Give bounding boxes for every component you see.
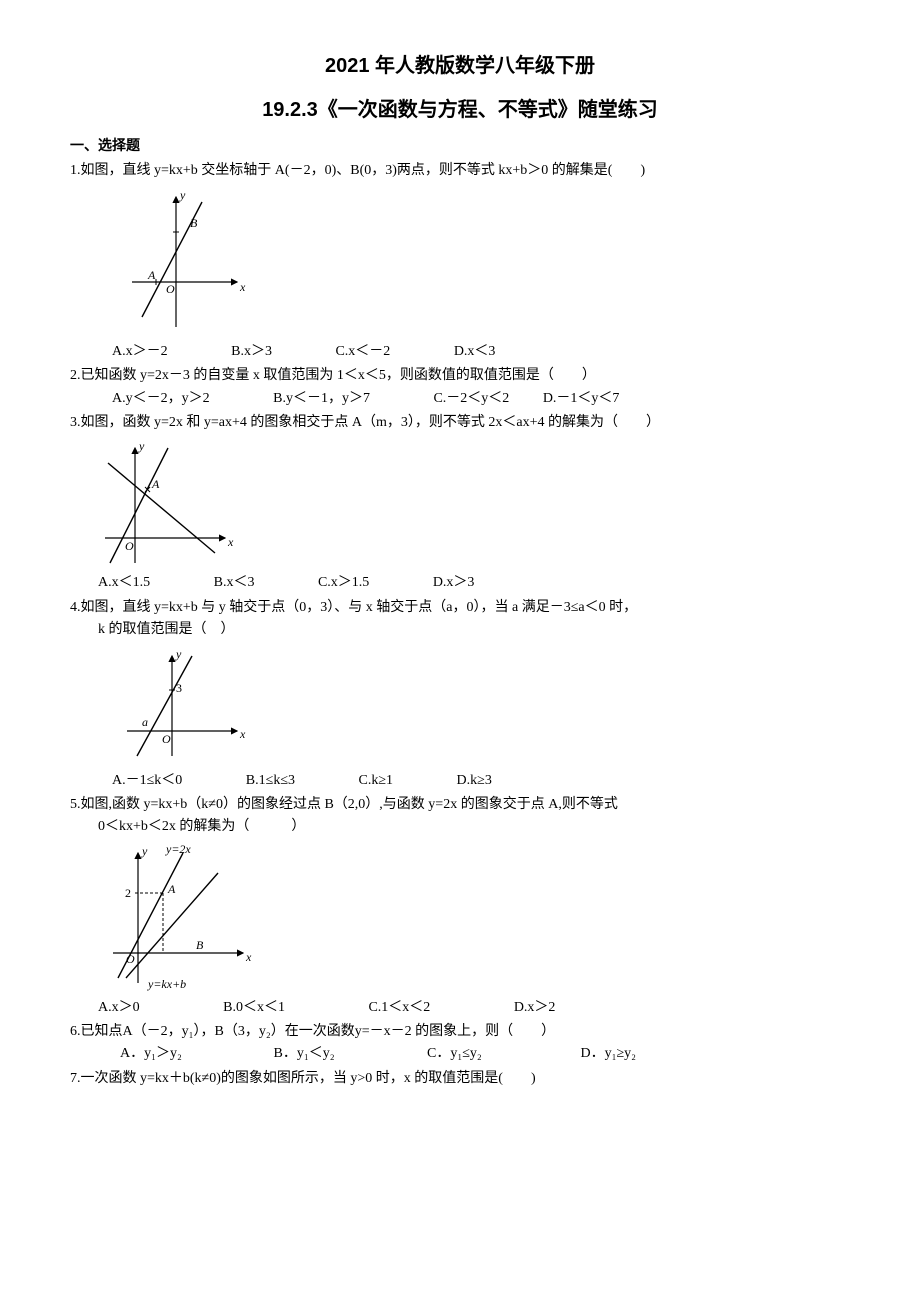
q2-option-a: A.y＜－2，y＞2 [112, 388, 210, 410]
question-5: 5.如图,函数 y=kx+b（k≠0）的图象经过点 B（2,0）,与函数 y=2… [70, 794, 850, 1019]
q5-option-a: A.x＞0 [98, 997, 140, 1019]
point-a-label: A [167, 882, 176, 896]
q6-option-d: D．y₁≥y₂ [581, 1043, 637, 1065]
origin-label: O [125, 539, 134, 553]
q1-option-d: D.x＜3 [454, 341, 496, 363]
x-axis-label: x [239, 727, 246, 741]
q3-figure: y x O A [90, 438, 850, 568]
q6-option-c: C．y₁≤y₂ [427, 1043, 577, 1065]
x-axis-label: x [239, 280, 246, 294]
page-title: 2021 年人教版数学八年级下册 [70, 50, 850, 82]
q3-text: 3.如图，函数 y=2x 和 y=ax+4 的图象相交于点 A（m，3），则不等… [70, 412, 850, 434]
q7-text: 7.一次函数 y=kx＋b(k≠0)的图象如图所示，当 y>0 时，x 的取值范… [70, 1068, 850, 1090]
x-axis-label: x [245, 950, 252, 964]
y-axis-label: y [179, 188, 186, 202]
origin-label: O [166, 282, 175, 296]
q3-option-c: C.x＞1.5 [318, 572, 369, 594]
x-axis-label: x [227, 535, 234, 549]
y-value-label: 2 [125, 886, 131, 900]
origin-label: O [162, 732, 171, 746]
q5-figure: y x O 2 A B y=2x y=kx+b [98, 843, 850, 993]
point-b-label: B [190, 216, 198, 230]
question-7: 7.一次函数 y=kx＋b(k≠0)的图象如图所示，当 y>0 时，x 的取值范… [70, 1068, 850, 1090]
question-6: 6.已知点A（－2，y₁），B（3，y₂）在一次函数y=－x－2 的图象上，则（… [70, 1021, 850, 1066]
q4-option-d: D.k≥3 [457, 770, 492, 792]
q3-option-d: D.x＞3 [433, 572, 475, 594]
y-axis-label: y [175, 647, 182, 661]
y-intercept-label: 3 [176, 681, 182, 695]
q3-option-b: B.x＜3 [214, 572, 255, 594]
q1-option-a: A.x＞－2 [112, 341, 168, 363]
page-subtitle: 19.2.3《一次函数与方程、不等式》随堂练习 [70, 94, 850, 126]
y-axis-label: y [141, 844, 148, 858]
question-2: 2.已知函数 y=2x－3 的自变量 x 取值范围为 1＜x＜5，则函数值的取值… [70, 365, 850, 410]
q6-option-a: A．y₁＞y₂ [120, 1043, 270, 1065]
q3-option-a: A.x＜1.5 [98, 572, 150, 594]
point-a-label: A [151, 477, 160, 491]
q5-option-b: B.0＜x＜1 [223, 997, 285, 1019]
q6-text: 6.已知点A（－2，y₁），B（3，y₂）在一次函数y=－x－2 的图象上，则（… [70, 1021, 850, 1043]
q6-option-b: B．y₁＜y₂ [274, 1043, 424, 1065]
q5-option-d: D.x＞2 [514, 997, 556, 1019]
q2-option-b: B.y＜－1，y＞7 [273, 388, 370, 410]
x-intercept-label: a [142, 715, 148, 729]
q5-text: 5.如图,函数 y=kx+b（k≠0）的图象经过点 B（2,0）,与函数 y=2… [70, 794, 850, 816]
q2-option-d: D.－1＜y＜7 [543, 388, 620, 410]
q4-option-c: C.k≥1 [359, 770, 394, 792]
point-b-label: B [196, 938, 204, 952]
q2-text: 2.已知函数 y=2x－3 的自变量 x 取值范围为 1＜x＜5，则函数值的取值… [70, 365, 850, 387]
q1-text: 1.如图，直线 y=kx+b 交坐标轴于 A(－2，0)、B(0，3)两点，则不… [70, 160, 850, 182]
q4-text: 4.如图，直线 y=kx+b 与 y 轴交于点（0，3）、与 x 轴交于点（a，… [70, 597, 850, 619]
y-axis-label: y [138, 439, 145, 453]
q1-option-b: B.x＞3 [231, 341, 272, 363]
point-a-label: A [147, 268, 156, 282]
question-3: 3.如图，函数 y=2x 和 y=ax+4 的图象相交于点 A（m，3），则不等… [70, 412, 850, 595]
q4-text2: k 的取值范围是（ ） [70, 619, 850, 641]
question-1: 1.如图，直线 y=kx+b 交坐标轴于 A(－2，0)、B(0，3)两点，则不… [70, 160, 850, 363]
question-4: 4.如图，直线 y=kx+b 与 y 轴交于点（0，3）、与 x 轴交于点（a，… [70, 597, 850, 792]
line2-label: y=kx+b [147, 977, 186, 991]
q5-text2: 0＜kx+b＜2x 的解集为（ ） [70, 816, 850, 838]
section-heading: 一、选择题 [70, 136, 850, 158]
q2-option-c: C.－2＜y＜2 [433, 388, 509, 410]
q4-option-b: B.1≤k≤3 [246, 770, 295, 792]
q1-figure: y x A O B [112, 187, 850, 337]
q1-option-c: C.x＜－2 [335, 341, 390, 363]
line1-label: y=2x [165, 843, 191, 856]
q5-option-c: C.1＜x＜2 [368, 997, 430, 1019]
q4-figure: y x O 3 a [112, 646, 850, 766]
origin-label: O [126, 952, 135, 966]
q4-option-a: A.－1≤k＜0 [112, 770, 182, 792]
